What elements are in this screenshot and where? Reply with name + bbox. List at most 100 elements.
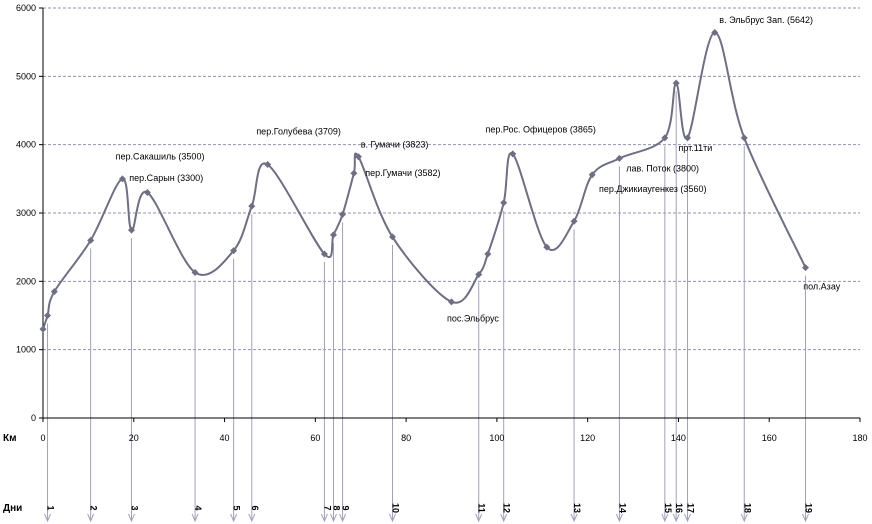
- x-tick-label: 40: [220, 433, 230, 443]
- chart-grid: [43, 7, 860, 351]
- day-label: 4: [193, 505, 203, 510]
- data-point: [661, 134, 669, 142]
- data-point: [684, 134, 692, 142]
- annotation-label: пер.Рос. Офицеров (3865): [486, 124, 596, 134]
- day-arrow: [500, 513, 508, 523]
- data-point: [128, 226, 136, 234]
- day-arrow: [191, 513, 199, 523]
- y-tick-label: 6000: [16, 3, 36, 13]
- day-label: 2: [89, 505, 99, 510]
- annotation-label: прт.11ти: [678, 143, 712, 153]
- data-point: [329, 231, 337, 239]
- annotation-label: пос.Эльбрус: [447, 314, 499, 324]
- day-label: 12: [502, 503, 512, 513]
- x-tick-label: 60: [310, 433, 320, 443]
- data-point: [388, 233, 396, 241]
- day-label: 15: [663, 503, 673, 513]
- day-label: 17: [686, 503, 696, 513]
- day-droplines: [47, 91, 807, 520]
- day-label: 10: [390, 503, 400, 513]
- annotation-label: пер.Голубева (3709): [256, 126, 341, 136]
- x-axis-ticks: 0 20 40 60 80 100 120 140 160 180: [40, 418, 868, 443]
- day-arrow: [615, 513, 623, 523]
- day-arrow: [248, 513, 256, 523]
- x-axis-label: Км: [3, 433, 17, 444]
- annotation-label: пол.Азау: [803, 282, 840, 292]
- data-point: [44, 312, 52, 319]
- data-point: [615, 154, 623, 162]
- data-point: [50, 288, 58, 296]
- day-arrow: [330, 513, 337, 523]
- y-tick-label: 5000: [16, 71, 36, 81]
- x-tick-label: 20: [129, 433, 139, 443]
- day-axis-label: Дни: [3, 503, 22, 514]
- data-point: [230, 247, 238, 255]
- day-label: 7: [322, 505, 332, 510]
- day-label: 5: [232, 505, 242, 510]
- data-point: [509, 150, 517, 158]
- x-tick-label: 100: [489, 433, 504, 443]
- day-label: 11: [477, 503, 487, 513]
- y-tick-label: 4000: [16, 140, 36, 150]
- annotation-label: в. Эльбрус Зап. (5642): [719, 15, 813, 25]
- data-point: [354, 153, 362, 161]
- day-arrow: [684, 513, 691, 523]
- day-arrow: [570, 513, 578, 523]
- day-arrow: [475, 513, 483, 523]
- annotation-label: пер.Гумачи (3582): [365, 168, 440, 178]
- day-arrow: [802, 513, 809, 523]
- elevation-line: [42, 31, 807, 330]
- day-label: 16: [674, 503, 684, 513]
- x-tick-label: 80: [401, 433, 411, 443]
- data-point: [448, 298, 455, 306]
- data-point: [570, 217, 578, 225]
- data-point: [740, 134, 748, 142]
- day-label: 13: [572, 503, 582, 513]
- data-point: [87, 236, 95, 244]
- annotation-label: лав. Поток (3800): [626, 163, 699, 173]
- data-point: [39, 325, 47, 333]
- day-arrow: [661, 513, 669, 523]
- y-tick-label: 1000: [16, 345, 36, 355]
- elevation-series: [39, 28, 810, 333]
- day-label: 9: [341, 505, 351, 510]
- x-tick-label: 160: [762, 433, 777, 443]
- y-tick-label: 2000: [16, 276, 36, 286]
- annotation-label: в. Гумачи (3823): [361, 139, 429, 149]
- day-label: 14: [617, 503, 627, 513]
- data-point: [543, 243, 551, 251]
- x-tick-label: 180: [852, 433, 867, 443]
- day-arrow: [44, 513, 51, 523]
- y-tick-label: 0: [31, 413, 36, 423]
- data-point: [118, 175, 126, 183]
- data-point: [500, 199, 508, 207]
- day-arrow: [389, 513, 396, 523]
- day-arrow: [339, 513, 347, 523]
- day-label: 3: [130, 505, 140, 510]
- annotations: пер.Сакашиль (3500) пер.Сарын (3300) пер.Г…: [116, 15, 841, 324]
- data-point: [143, 189, 151, 196]
- day-markers: 1 2 3 4 5 6 7 8 9 10 11 12 13 14 15 16 17 18 19: [44, 503, 814, 523]
- annotation-label: пер.Джикиаугенкез (3560): [599, 184, 706, 194]
- day-label: 18: [742, 503, 752, 513]
- y-tick-label: 3000: [16, 208, 36, 218]
- day-arrow: [128, 513, 135, 523]
- day-label: 19: [804, 503, 814, 513]
- annotation-label: пер.Сарын (3300): [129, 173, 203, 183]
- y-axis-ticks: 0 1000 2000 3000 4000 5000 6000: [16, 3, 43, 423]
- data-point: [264, 161, 272, 169]
- day-arrow: [740, 513, 748, 523]
- day-label: 1: [46, 505, 56, 510]
- day-arrow: [87, 513, 95, 523]
- data-point: [350, 169, 358, 177]
- data-point: [484, 250, 492, 258]
- data-point: [320, 250, 328, 258]
- x-tick-label: 0: [40, 433, 45, 443]
- day-arrow: [672, 513, 680, 523]
- day-label: 6: [250, 505, 260, 510]
- data-point: [802, 264, 810, 272]
- data-point: [339, 210, 347, 218]
- day-arrow: [230, 513, 238, 523]
- data-point: [588, 171, 596, 179]
